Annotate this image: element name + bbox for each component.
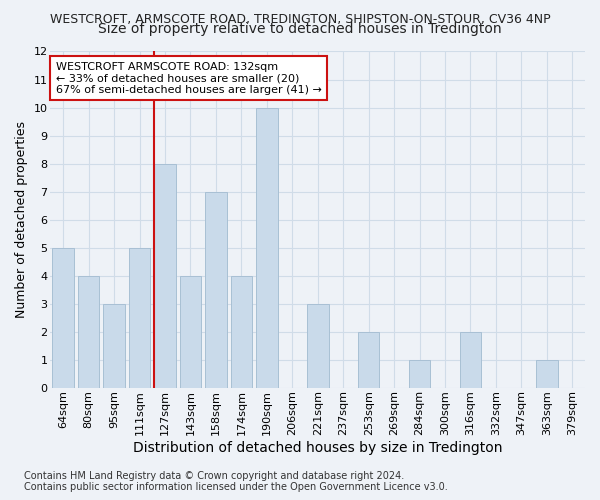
- Text: WESTCROFT, ARMSCOTE ROAD, TREDINGTON, SHIPSTON-ON-STOUR, CV36 4NP: WESTCROFT, ARMSCOTE ROAD, TREDINGTON, SH…: [50, 12, 550, 26]
- Bar: [256, 108, 278, 388]
- Bar: [307, 304, 329, 388]
- Bar: [230, 276, 252, 388]
- Bar: [179, 276, 201, 388]
- Text: Size of property relative to detached houses in Tredington: Size of property relative to detached ho…: [98, 22, 502, 36]
- Bar: [205, 192, 227, 388]
- Bar: [129, 248, 151, 388]
- Bar: [460, 332, 481, 388]
- Bar: [103, 304, 125, 388]
- Bar: [536, 360, 557, 388]
- X-axis label: Distribution of detached houses by size in Tredington: Distribution of detached houses by size …: [133, 441, 502, 455]
- Y-axis label: Number of detached properties: Number of detached properties: [15, 121, 28, 318]
- Bar: [52, 248, 74, 388]
- Text: WESTCROFT ARMSCOTE ROAD: 132sqm
← 33% of detached houses are smaller (20)
67% of: WESTCROFT ARMSCOTE ROAD: 132sqm ← 33% of…: [56, 62, 322, 95]
- Bar: [78, 276, 100, 388]
- Bar: [409, 360, 430, 388]
- Text: Contains HM Land Registry data © Crown copyright and database right 2024.
Contai: Contains HM Land Registry data © Crown c…: [24, 471, 448, 492]
- Bar: [154, 164, 176, 388]
- Bar: [358, 332, 379, 388]
